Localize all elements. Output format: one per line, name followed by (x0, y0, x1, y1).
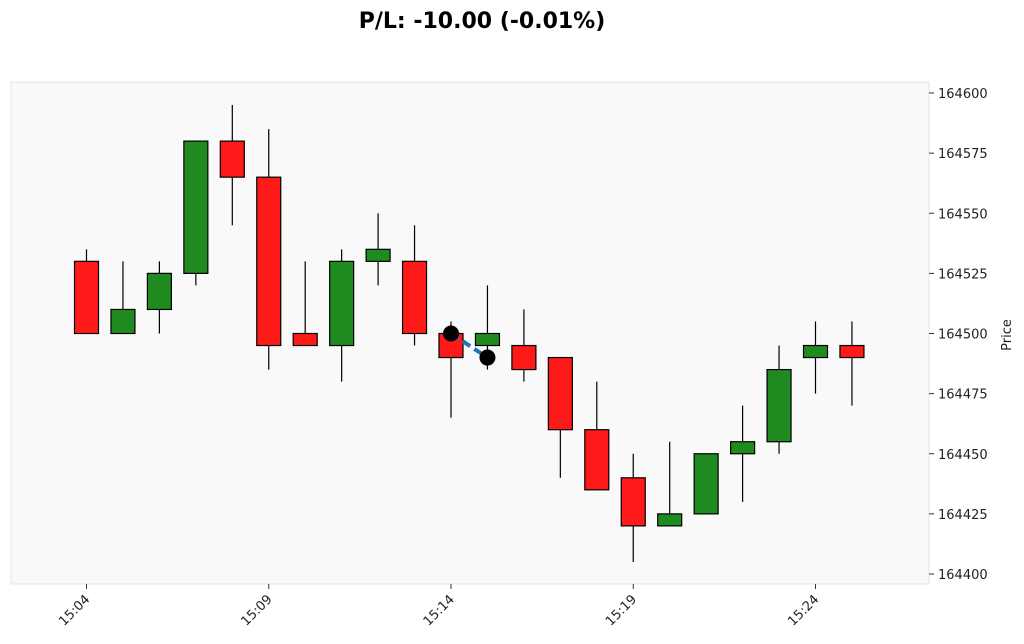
candle-15:20 (657, 441, 683, 527)
candle-body (584, 429, 610, 491)
candle-body (183, 140, 209, 274)
y-tick-label: 164575 (938, 147, 988, 162)
plot-area (10, 81, 930, 585)
y-tick-label: 164475 (938, 388, 988, 403)
y-tick-label: 164500 (938, 328, 988, 343)
y-axis: 164400 164425 164450 164475 164500 164525 1645… (929, 87, 988, 583)
candle-15:06 (146, 261, 172, 334)
y-tick-label: 164600 (938, 87, 988, 102)
candle-15:13 (401, 225, 428, 346)
candle-15:19 (620, 453, 646, 562)
candle-15:23 (766, 345, 792, 454)
candle-body (693, 453, 719, 515)
candle-body (401, 260, 428, 335)
y-axis-label: Price (1000, 319, 1015, 351)
candle-15:18 (584, 381, 610, 491)
x-tick-label: 15:04 (56, 592, 93, 629)
candle-body (329, 260, 355, 347)
candle-body (729, 441, 756, 455)
candle-15:10 (292, 261, 318, 347)
y-tick-label: 164425 (938, 508, 988, 523)
candle-body (219, 140, 245, 178)
x-tick-label: 15:19 (603, 592, 640, 629)
candle-body (256, 176, 282, 347)
candle-15:09 (256, 129, 282, 370)
chart-title: P/L: -10.00 (-0.01%) (359, 9, 606, 34)
candle-15:12 (365, 213, 391, 286)
candle-body (292, 332, 318, 347)
candle-body (511, 344, 537, 371)
candle-body (766, 368, 792, 443)
x-tick-label: 15:09 (238, 592, 275, 629)
candle-body (839, 344, 865, 359)
candle-body (547, 356, 573, 431)
y-tick-label: 164400 (938, 568, 988, 583)
trade-group (443, 325, 496, 366)
candle-body (110, 308, 136, 335)
y-tick-label: 164525 (938, 267, 988, 282)
candle-15:17 (547, 356, 573, 478)
x-tick-label: 15:14 (421, 592, 458, 629)
candle-body (73, 260, 100, 335)
candle-15:25 (839, 321, 865, 406)
candle-15:04 (73, 249, 100, 335)
candle-15:16 (511, 309, 537, 382)
candle-15:24 (802, 321, 829, 394)
candle-15:08 (219, 105, 245, 226)
y-tick-label: 164450 (938, 448, 988, 463)
candle-body (802, 344, 829, 359)
exit-marker (479, 349, 496, 366)
candle-15:22 (729, 405, 756, 502)
candle-15:07 (183, 140, 209, 286)
entry-marker (443, 325, 459, 342)
candle-15:21 (693, 453, 719, 515)
x-tick-label: 15:24 (785, 592, 822, 629)
x-axis: 15:04 15:09 15:14 15:19 15:24 (56, 584, 822, 629)
candle-body (620, 477, 646, 527)
candles-group (73, 105, 865, 562)
candle-body (657, 513, 683, 527)
candle-body (474, 332, 501, 347)
y-tick-label: 164550 (938, 207, 988, 222)
candle-15:11 (329, 249, 355, 382)
candle-15:05 (110, 261, 136, 335)
candle-body (146, 272, 172, 311)
candle-body (365, 248, 391, 262)
